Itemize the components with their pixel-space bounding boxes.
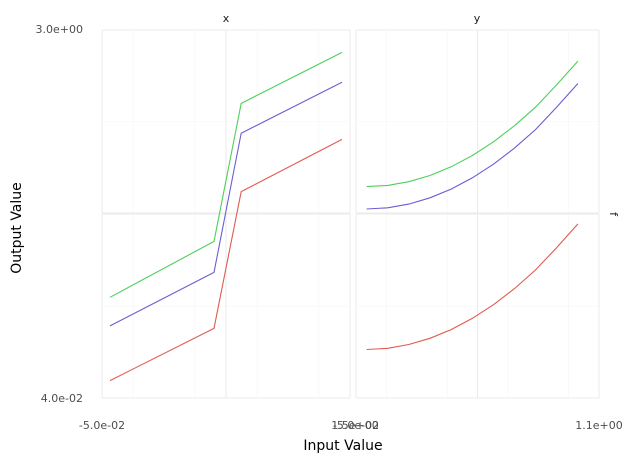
x-axis-title: Input Value [303,438,382,454]
x-tick-x-right: 1.5e+00 [331,419,378,432]
x-tick-y-left: -5.0e-02 [333,419,379,432]
series-line-y-bottom-a [366,223,579,351]
series-line-y-top-c [366,60,579,188]
series-line-x-top-c [109,51,343,298]
y-tick-bottom: 4.0e-02 [41,392,83,405]
series-line-x-top-b [109,81,343,327]
panels-layer [101,29,600,399]
series-line-x-top-a [109,138,343,382]
x-tick-x-left: -5.0e-02 [79,419,125,432]
y-axis-title: Output Value [9,182,25,274]
y-tick-top: 3.0e+00 [36,23,83,36]
facet-strip-x: x [223,12,230,25]
facet-strip-y: y [474,12,481,25]
series-line-y-top-b [366,83,579,210]
facet-strip-row: f [607,212,620,217]
x-tick-y-right: 1.1e+00 [575,419,622,432]
series-layer [109,51,579,382]
